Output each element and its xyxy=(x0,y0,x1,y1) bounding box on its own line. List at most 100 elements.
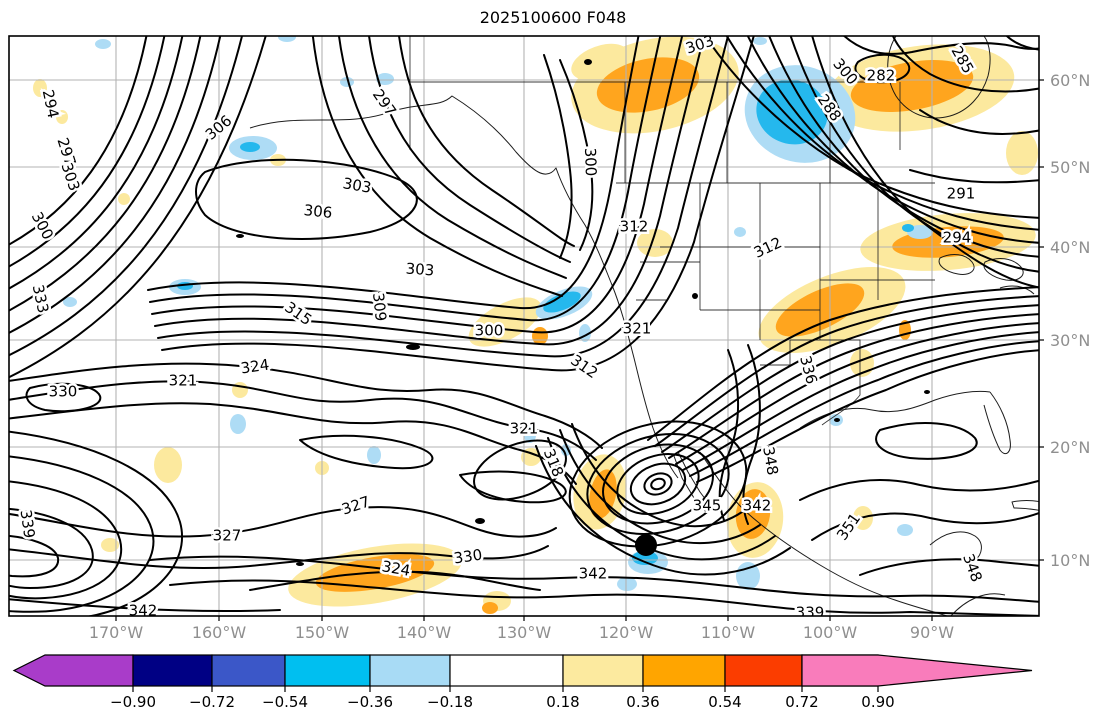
contour-label: 297 xyxy=(369,86,400,120)
shade-patch-blue xyxy=(376,73,394,85)
colorbar-segment xyxy=(369,654,451,687)
colorbar-tick-label: −0.72 xyxy=(189,693,235,711)
colorbar-segment xyxy=(562,654,644,687)
lon-tick-label: 150°W xyxy=(295,623,350,642)
contour-label: 330 xyxy=(452,546,483,568)
colorbar-tick-label: −0.36 xyxy=(347,693,393,711)
lat-tick-label: 20°N xyxy=(1050,438,1090,457)
contour-label: 303 xyxy=(405,260,435,280)
shade-patch-blue xyxy=(753,37,767,45)
contour-label: 312 xyxy=(620,218,649,236)
contour-label: 333 xyxy=(29,283,53,315)
lon-tick-label: 140°W xyxy=(397,623,452,642)
colorbar-tick-label: 0.36 xyxy=(626,693,659,711)
contour-label: 291 xyxy=(947,185,976,203)
colorbar-segment xyxy=(449,654,564,687)
shade-patch-orange xyxy=(735,489,771,539)
colorbar-segment xyxy=(724,654,803,687)
shade-patch-blue xyxy=(230,414,246,434)
shade-patch-yellow xyxy=(468,297,542,347)
lat-tick-label: 10°N xyxy=(1050,551,1090,570)
contour-lines xyxy=(9,36,1039,616)
contour-label: 342 xyxy=(579,565,608,583)
shade-patch-cyan xyxy=(240,142,260,152)
contour-label: 321 xyxy=(169,372,198,390)
lat-tick-label: 60°N xyxy=(1050,71,1090,90)
contour-label: 300 xyxy=(581,147,600,176)
lon-tick-label: 170°W xyxy=(89,623,144,642)
lon-tick-label: 90°W xyxy=(910,623,954,642)
contour-label: 294 xyxy=(39,88,63,120)
lat-tick-label: 30°N xyxy=(1050,331,1090,350)
shade-patch-yellow xyxy=(154,447,182,483)
colorbar-tick-label: −0.18 xyxy=(427,693,473,711)
contour-label: 348 xyxy=(759,445,782,476)
colorbar-segment xyxy=(132,654,213,687)
contour-label: 282 xyxy=(867,67,896,85)
lat-tick-label: 40°N xyxy=(1050,238,1090,257)
colorbar-tick-label: −0.54 xyxy=(262,693,308,711)
contour-label: 339 xyxy=(796,604,825,622)
shade-patch-orange xyxy=(532,327,548,345)
contour-label: 348 xyxy=(959,551,986,584)
shade-patch-yellow xyxy=(101,538,119,552)
colorbar-arrow-left xyxy=(12,654,134,687)
contour-label: 303 xyxy=(57,160,83,193)
contour-label: 321 xyxy=(510,420,539,438)
shade-patch-blue xyxy=(734,227,746,237)
lon-tick-label: 100°W xyxy=(803,623,858,642)
shade-patch-blue xyxy=(278,36,296,42)
lat-tick-label: 50°N xyxy=(1050,158,1090,177)
colorbar-tick-label: −0.90 xyxy=(110,693,156,711)
shade-patch-yellow xyxy=(33,79,47,97)
shade-patch-yellow xyxy=(1006,131,1038,175)
shade-patch-orange xyxy=(482,602,498,614)
contour-label: 312 xyxy=(751,233,785,261)
contour-label: 324 xyxy=(239,356,270,378)
contour-label: 309 xyxy=(369,292,390,322)
shade-patch-yellow xyxy=(118,193,130,205)
shade-patch-blue xyxy=(367,446,381,464)
colorbar-segment xyxy=(642,654,726,687)
shade-patch-orange xyxy=(850,60,974,112)
shade-patch-blue xyxy=(617,577,637,591)
colorbar-tick-label: 0.90 xyxy=(861,693,894,711)
lon-tick-label: 130°W xyxy=(497,623,552,642)
contour-label: 294 xyxy=(943,229,972,247)
lon-tick-label: 160°W xyxy=(192,623,247,642)
contour-label: 321 xyxy=(623,320,652,338)
contour-label: 306 xyxy=(303,201,333,222)
shade-patch-blue xyxy=(524,427,536,443)
contour-label: 327 xyxy=(213,527,242,545)
shade-patch-yellow xyxy=(56,110,68,124)
colorbar: −0.90 −0.72 −0.54 −0.36 −0.18 0.18 0.36 0.54 0.7… xyxy=(12,654,1033,711)
contour-label: 339 xyxy=(17,508,39,539)
contour-label: 330 xyxy=(49,383,78,401)
colorbar-tick-label: 0.54 xyxy=(708,693,741,711)
colorbar-segment xyxy=(211,654,286,687)
lon-tick-label: 110°W xyxy=(701,623,756,642)
colorbar-tick-label: 0.72 xyxy=(785,693,818,711)
shade-patch-blue xyxy=(63,297,77,307)
contour-label: 342 xyxy=(743,497,772,515)
shade-patch-cyan xyxy=(543,291,581,313)
contour-label: 303 xyxy=(341,174,372,197)
contour-label: 315 xyxy=(281,298,315,329)
shade-patch-yellow xyxy=(232,382,248,398)
contour-label: 336 xyxy=(796,354,821,386)
shade-patch-blue xyxy=(897,524,913,536)
colorbar-segment xyxy=(284,654,371,687)
shade-patch-yellow xyxy=(637,229,673,257)
colorbar-arrow-right xyxy=(801,654,1033,687)
axis-labels: 170°W 160°W 150°W 140°W 130°W 120°W 110°W 100°W… xyxy=(89,71,1091,642)
tropical-cyclone-marker xyxy=(635,534,657,556)
colorbar-tick-label: 0.18 xyxy=(546,693,579,711)
contour-label: 345 xyxy=(693,497,722,515)
contour-label: 300 xyxy=(475,322,504,340)
chart-title: 2025100600 F048 xyxy=(480,8,627,27)
shade-patch-blue xyxy=(95,39,111,49)
lon-tick-label: 120°W xyxy=(599,623,654,642)
contour-label: 342 xyxy=(129,602,158,620)
